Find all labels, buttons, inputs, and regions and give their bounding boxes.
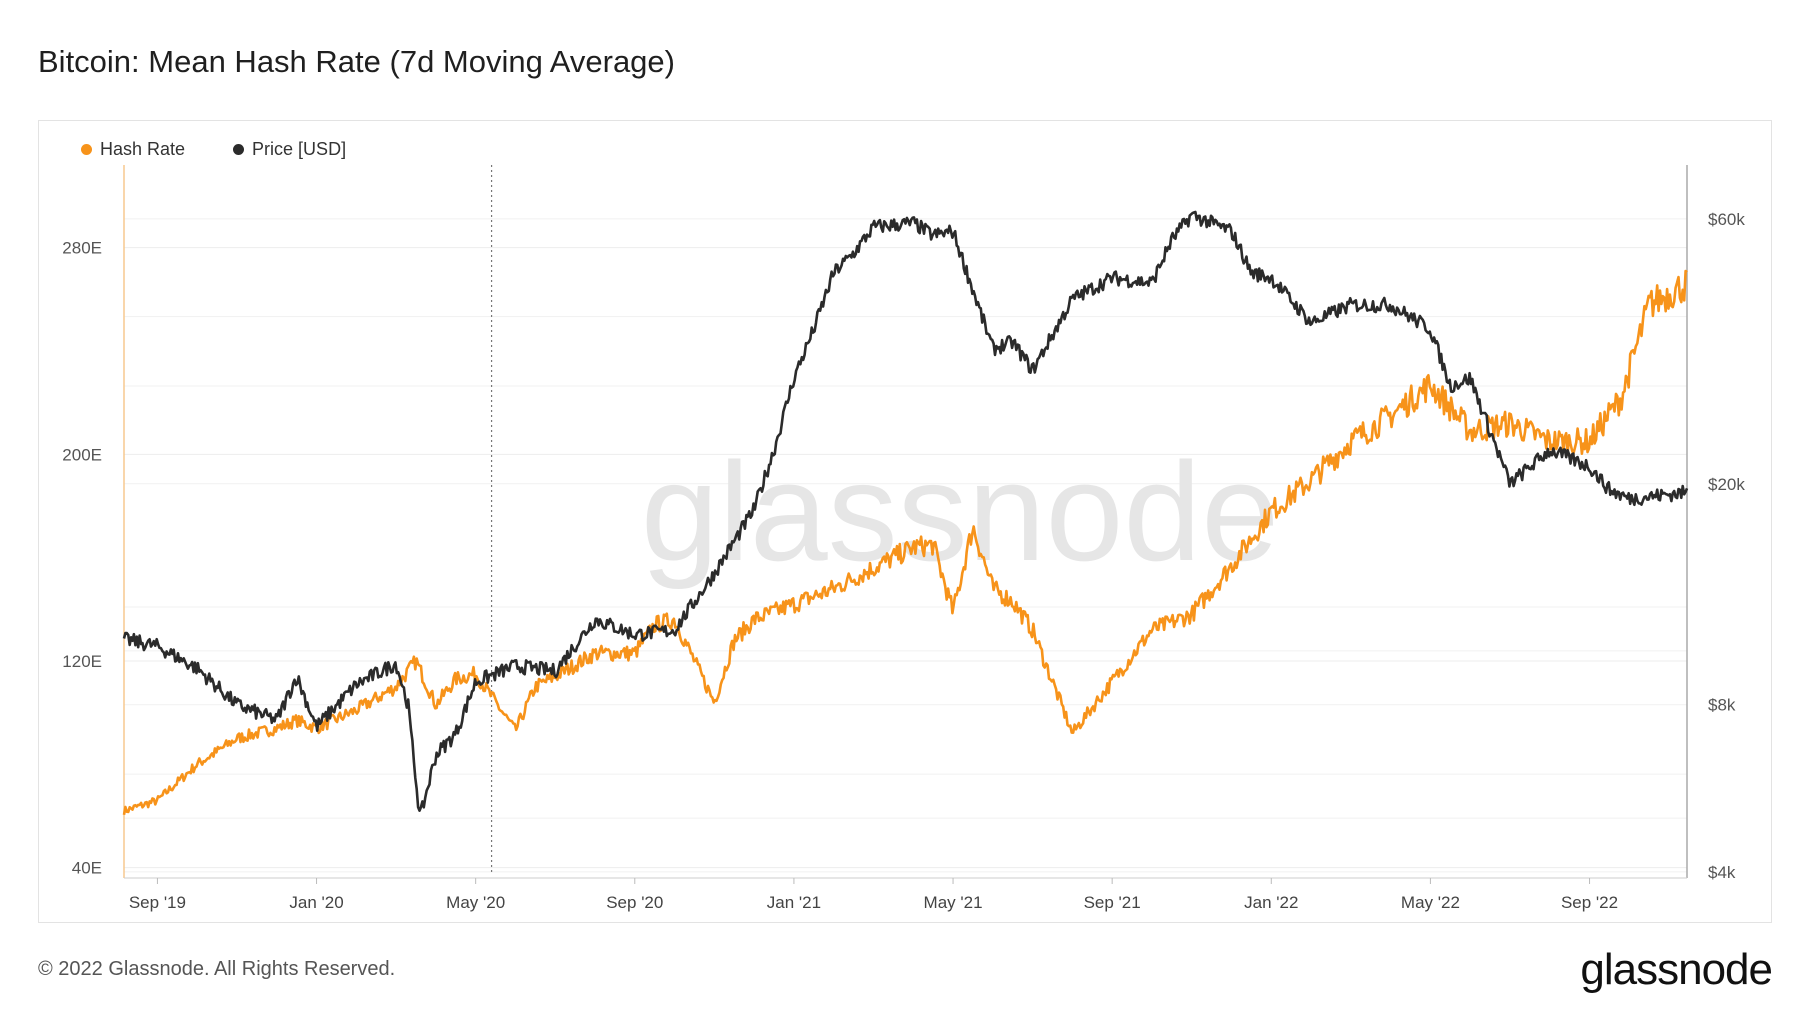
right-tick-label: $4k xyxy=(1708,863,1736,882)
left-tick-label: 280E xyxy=(62,239,102,258)
footer-copyright: © 2022 Glassnode. All Rights Reserved. xyxy=(38,958,396,980)
gridlines xyxy=(124,218,1687,873)
x-tick-label: Sep '22 xyxy=(1561,893,1618,912)
chart-legend: Hash Rate Price [USD] xyxy=(81,139,346,160)
x-tick-label: Sep '20 xyxy=(606,893,663,912)
watermark: glassnode xyxy=(641,433,1279,590)
x-tick-label: May '20 xyxy=(446,893,505,912)
legend-label-price: Price [USD] xyxy=(252,139,347,159)
legend-item-hash-rate[interactable]: Hash Rate xyxy=(81,139,185,160)
legend-item-price[interactable]: Price [USD] xyxy=(233,139,346,160)
right-tick-label: $8k xyxy=(1708,696,1736,715)
hash-rate-dot-icon xyxy=(81,144,92,155)
x-tick-label: Jan '21 xyxy=(767,893,821,912)
left-tick-label: 120E xyxy=(62,652,102,671)
x-tick-label: Jan '20 xyxy=(289,893,343,912)
legend-label-hash-rate: Hash Rate xyxy=(100,139,186,159)
left-tick-label: 200E xyxy=(62,445,102,464)
series-line-hash-rate xyxy=(122,269,1688,816)
x-tick-label: Sep '21 xyxy=(1084,893,1141,912)
x-tick-label: Jan '22 xyxy=(1244,893,1298,912)
right-tick-label: $20k xyxy=(1708,475,1745,494)
brand-logo: glassnode xyxy=(1580,945,1773,994)
right-tick-label: $60k xyxy=(1708,210,1745,229)
x-tick-label: May '21 xyxy=(924,893,983,912)
series-line-price xyxy=(122,210,1689,812)
x-axis-ticks: Sep '19 Jan '20 May '20 Sep '20 Jan '21 May '… xyxy=(129,878,1618,912)
chart-panel xyxy=(38,120,1772,923)
x-tick-label: Sep '19 xyxy=(129,893,186,912)
page-title: Bitcoin: Mean Hash Rate (7d Moving Avera… xyxy=(38,44,675,79)
price-dot-icon xyxy=(233,144,245,155)
x-tick-label: May '22 xyxy=(1401,893,1460,912)
left-axis-ticks: 40E 120E 200E 280E xyxy=(62,239,102,878)
right-axis-ticks: $4k $8k $20k $60k xyxy=(1708,210,1745,882)
left-tick-label: 40E xyxy=(72,859,102,878)
